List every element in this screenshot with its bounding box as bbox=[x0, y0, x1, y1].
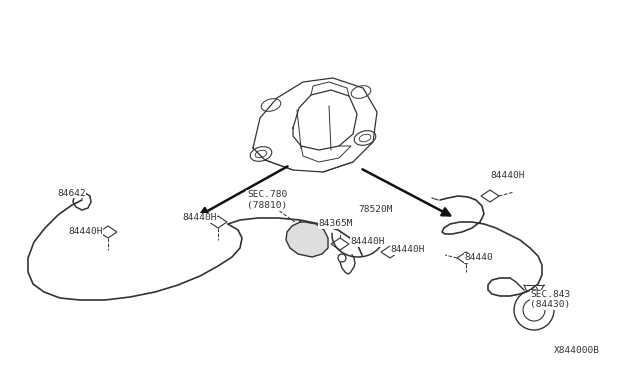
Text: 84440H: 84440H bbox=[182, 214, 216, 222]
Text: 84440H: 84440H bbox=[390, 246, 424, 254]
Text: X844000B: X844000B bbox=[554, 346, 600, 355]
Text: 84642: 84642 bbox=[57, 189, 86, 198]
Text: 84440: 84440 bbox=[464, 253, 493, 263]
Text: SEC.843
(84430): SEC.843 (84430) bbox=[530, 290, 570, 310]
Polygon shape bbox=[286, 222, 328, 257]
Text: SEC.780
(78810): SEC.780 (78810) bbox=[247, 190, 287, 210]
Text: 84365M: 84365M bbox=[318, 219, 353, 228]
Text: 84440H: 84440H bbox=[490, 170, 525, 180]
Text: 78520M: 78520M bbox=[358, 205, 392, 215]
Text: 84440H: 84440H bbox=[68, 228, 102, 237]
Text: 84440H: 84440H bbox=[350, 237, 385, 247]
